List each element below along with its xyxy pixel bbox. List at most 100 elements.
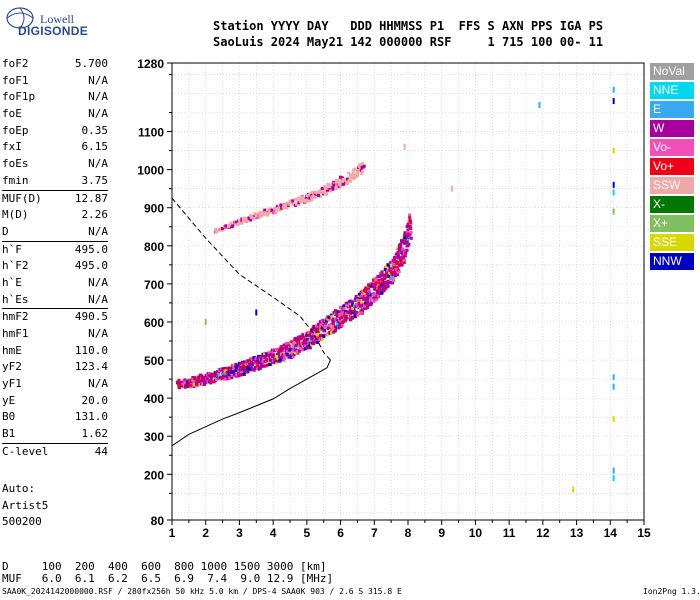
echo-point [269,357,273,361]
echo-point [288,199,292,203]
echo-point [319,323,323,327]
echo-point [231,224,235,228]
echo-point [287,341,291,345]
x-tick-label: 1 [169,526,176,540]
echo-point [242,372,246,376]
echo-point [386,265,390,269]
echo-point [280,206,284,210]
echo-point [307,339,311,343]
echo-point [279,345,283,349]
echo-point [360,304,364,308]
echo-point [367,303,371,307]
x-tick-label: 7 [371,526,378,540]
echo-point [319,189,323,193]
echo-point [269,349,273,353]
echo-point [392,266,396,270]
x-tick-label: 8 [405,526,412,540]
echo-point [253,214,257,218]
param-value: 20.0 [81,393,109,407]
echo-point [235,366,239,370]
echo-point [247,366,251,370]
distance-row: D 100 200 400 600 800 1000 1500 3000 [km… [2,560,327,573]
echo-point [360,172,364,176]
param-value: N/A [88,327,108,340]
echo-point [308,196,312,200]
y-tick-label: 1100 [138,126,164,140]
echo-point [285,345,289,349]
globe-icon [6,7,34,29]
electron-density-profile [171,359,331,447]
legend-item: Vo- [650,139,694,156]
echo-point [332,183,336,187]
echo-point [291,199,295,203]
stray-echo-point [612,475,615,482]
echo-point [305,194,309,198]
echo-point [304,195,308,199]
echo-point [271,211,275,215]
echo-point [300,341,304,345]
echo-point [351,303,355,307]
echo-point [298,337,302,341]
echo-point [376,294,380,298]
echo-point [271,355,275,359]
echo-point [285,353,289,357]
echo-point [183,378,187,382]
echo-point [358,167,362,171]
param-row: B0 131.0 [2,409,108,426]
echo-point [234,362,238,366]
echo-point [372,299,376,303]
echo-point [394,252,398,256]
echo-point [338,306,342,310]
echo-point [200,382,204,386]
echo-point [409,230,413,234]
echo-point [383,281,387,285]
echo-point [319,333,323,337]
echo-point [375,297,379,301]
echo-point [263,355,267,359]
echo-point [360,169,364,173]
echo-point [338,314,342,318]
echo-point [363,298,367,302]
echo-point [262,352,266,356]
echo-point [332,319,336,323]
echo-point [352,176,356,180]
param-name: yE [2,393,16,407]
echo-point [236,364,240,368]
stray-echo-point [612,98,615,105]
artist-code: 500200 [2,515,42,528]
echo-point [265,363,269,367]
stray-echo-point [612,467,615,474]
x-tick-label: 10 [469,526,483,540]
echo-point [367,287,371,291]
echo-point [318,194,322,198]
echo-point [290,347,294,351]
echo-point [369,284,373,288]
echo-point [337,326,341,330]
x-tick-label: 12 [536,526,550,540]
echo-point [293,351,297,355]
echo-point [351,306,355,310]
x-tick-label: 15 [637,526,651,540]
echo-point [303,347,307,351]
echo-point [252,356,256,360]
legend-item: SSW [650,177,694,194]
echo-point [390,281,394,285]
echo-point [318,320,322,324]
echo-point [354,314,358,318]
echo-point [321,192,325,196]
param-value: 1.62 [81,427,109,441]
echo-point [240,361,244,365]
param-name: hmE [2,343,22,357]
param-name: B0 [2,410,16,424]
echo-point [366,305,370,309]
echo-point [336,183,340,187]
echo-point [285,342,289,346]
echo-point [383,273,387,277]
echo-point [273,349,277,353]
echo-point [341,311,345,315]
echo-point [183,380,187,384]
echo-point [256,356,260,360]
echo-point [330,182,334,186]
echo-point [389,277,393,281]
